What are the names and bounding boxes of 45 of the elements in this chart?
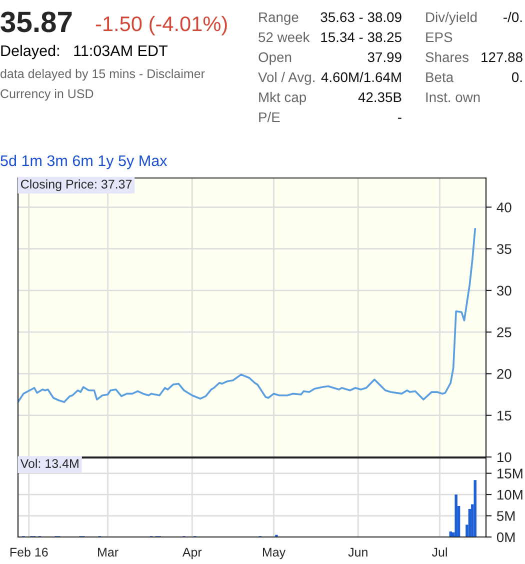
text: data delayed by 15 mins - Disclaimer (0, 68, 205, 81)
y-tick-label: 30 (496, 286, 512, 296)
text: Vol / Avg. (258, 72, 314, 85)
text: Range (259, 12, 298, 25)
y-tick-label: 0M (496, 532, 515, 542)
y-tick-label: 40 (496, 202, 512, 212)
y-tick-label: 35 (496, 244, 512, 254)
y-tick-label: 10M (497, 490, 522, 500)
text: Inst. own (426, 92, 480, 102)
text: Mkt cap (259, 92, 306, 105)
annotation: Closing Price: 37.37 (20, 179, 132, 192)
text: - (398, 118, 402, 119)
y-tick-label: 10 (497, 452, 512, 462)
y-tick-label: 25 (497, 327, 512, 338)
text: -/0. (504, 12, 522, 22)
chart-subtitle: -1.50 (-4.01%) (96, 16, 227, 36)
text: 127.88 (482, 52, 522, 62)
text: 4.60M/1.64M (321, 72, 401, 82)
y-tick-label: 15 (497, 410, 512, 421)
x-tick-label: Jul (432, 547, 447, 557)
x-tick-label: Feb 16 (10, 547, 48, 557)
y-tick-label: 5M (496, 511, 515, 521)
y-tick-label: 20 (497, 369, 512, 379)
text: 52 week (258, 32, 310, 42)
text: P/E (259, 112, 280, 122)
text: 35.63 - 38.09 (320, 12, 402, 22)
text: 0. (512, 72, 522, 82)
text: 5d 1m 3m 6m 1y 5y Max (0, 154, 168, 170)
text: 37.99 (368, 52, 402, 62)
chart-title: 35.87 (0, 12, 72, 32)
x-tick-label: Mar (98, 548, 118, 557)
x-tick-label: Jun (348, 548, 368, 557)
text: Div/yield (426, 12, 477, 25)
text: Open (258, 52, 292, 65)
text: Beta (426, 72, 454, 82)
x-tick-label: May (262, 548, 286, 560)
text: 42.35B (358, 92, 402, 102)
annotation: Vol: 13.4M (20, 458, 78, 468)
text: Delayed: 11:03AM EDT (1, 44, 168, 60)
y-tick-label: 15M (497, 468, 522, 478)
text: EPS (426, 32, 452, 42)
x-tick-label: Apr (182, 548, 202, 560)
text: 15.34 - 38.25 (321, 32, 402, 42)
text: Currency in USD (0, 88, 94, 101)
text: Shares (426, 52, 469, 62)
